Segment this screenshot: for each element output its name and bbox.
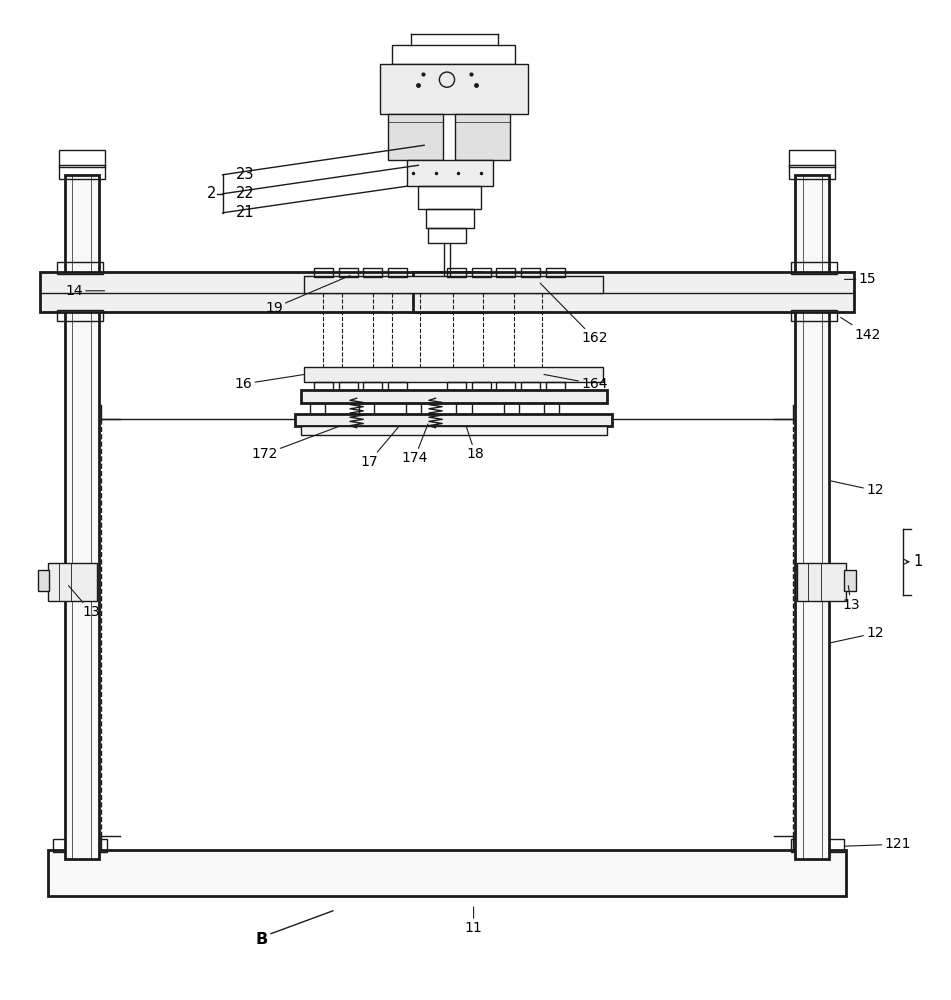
Bar (496, 382, 515, 390)
Bar (318, 390, 329, 397)
Text: 15: 15 (844, 272, 876, 286)
Bar (48, 850, 846, 896)
Bar (797, 563, 846, 601)
Bar (367, 390, 378, 397)
Bar (496, 268, 515, 277)
Text: 16: 16 (235, 374, 304, 391)
Bar (544, 403, 559, 414)
Text: 19: 19 (265, 276, 350, 315)
Bar (546, 268, 565, 277)
Text: 12: 12 (831, 481, 883, 497)
Bar (791, 839, 816, 852)
Bar (388, 268, 407, 277)
Bar (455, 114, 510, 160)
Bar (295, 414, 612, 426)
Bar (407, 160, 493, 186)
Bar (415, 390, 426, 397)
Bar (844, 570, 856, 591)
Text: 174: 174 (401, 424, 428, 465)
Text: 14: 14 (66, 284, 105, 298)
Bar (791, 310, 837, 321)
Bar (504, 403, 519, 414)
Text: B: B (256, 932, 267, 947)
Text: 21: 21 (236, 205, 255, 220)
Text: 142: 142 (841, 317, 881, 342)
Bar (314, 268, 333, 277)
Bar (59, 150, 105, 167)
Bar (406, 403, 421, 414)
Bar (48, 563, 97, 601)
Text: 164: 164 (544, 374, 608, 391)
Bar (310, 403, 325, 414)
Bar (795, 175, 829, 859)
Text: 1: 1 (913, 554, 922, 569)
Bar (413, 272, 854, 312)
Bar (314, 382, 333, 390)
Bar (512, 390, 523, 397)
Text: 12: 12 (831, 626, 883, 643)
Bar (301, 390, 607, 403)
Bar (791, 262, 837, 274)
Bar (53, 839, 78, 852)
Bar (301, 426, 607, 435)
Bar (363, 382, 382, 390)
Bar (304, 276, 603, 293)
Text: 162: 162 (540, 283, 608, 345)
Bar (447, 390, 458, 397)
Bar (38, 570, 49, 591)
Text: 13: 13 (843, 586, 860, 612)
Bar (40, 272, 481, 312)
Text: 23: 23 (236, 167, 254, 182)
Bar (789, 150, 835, 167)
Bar (380, 64, 528, 114)
Bar (521, 382, 540, 390)
Text: 18: 18 (466, 426, 484, 461)
Text: 172: 172 (251, 426, 340, 461)
Bar (472, 382, 491, 390)
Bar (820, 839, 844, 852)
Bar (388, 382, 407, 390)
Bar (339, 268, 358, 277)
Bar (59, 165, 105, 179)
Bar (426, 209, 474, 228)
Bar (304, 367, 603, 382)
Bar (447, 382, 466, 390)
Text: 11: 11 (465, 907, 482, 935)
Bar (388, 114, 443, 160)
Text: 2: 2 (206, 186, 216, 201)
Bar (82, 839, 107, 852)
Text: 17: 17 (360, 426, 399, 469)
Bar (392, 45, 515, 64)
Bar (456, 403, 472, 414)
Bar (521, 268, 540, 277)
Bar (472, 268, 491, 277)
Bar (363, 268, 382, 277)
Bar (479, 390, 491, 397)
Bar (418, 186, 481, 209)
Bar (359, 403, 374, 414)
Bar (339, 382, 358, 390)
Bar (789, 165, 835, 179)
Bar (57, 310, 103, 321)
Bar (428, 228, 466, 243)
Bar (447, 268, 466, 277)
Bar (546, 382, 565, 390)
Text: 121: 121 (844, 837, 911, 851)
Bar (57, 262, 103, 274)
Text: 13: 13 (68, 586, 100, 619)
Bar (65, 175, 99, 859)
Text: 22: 22 (236, 186, 255, 201)
